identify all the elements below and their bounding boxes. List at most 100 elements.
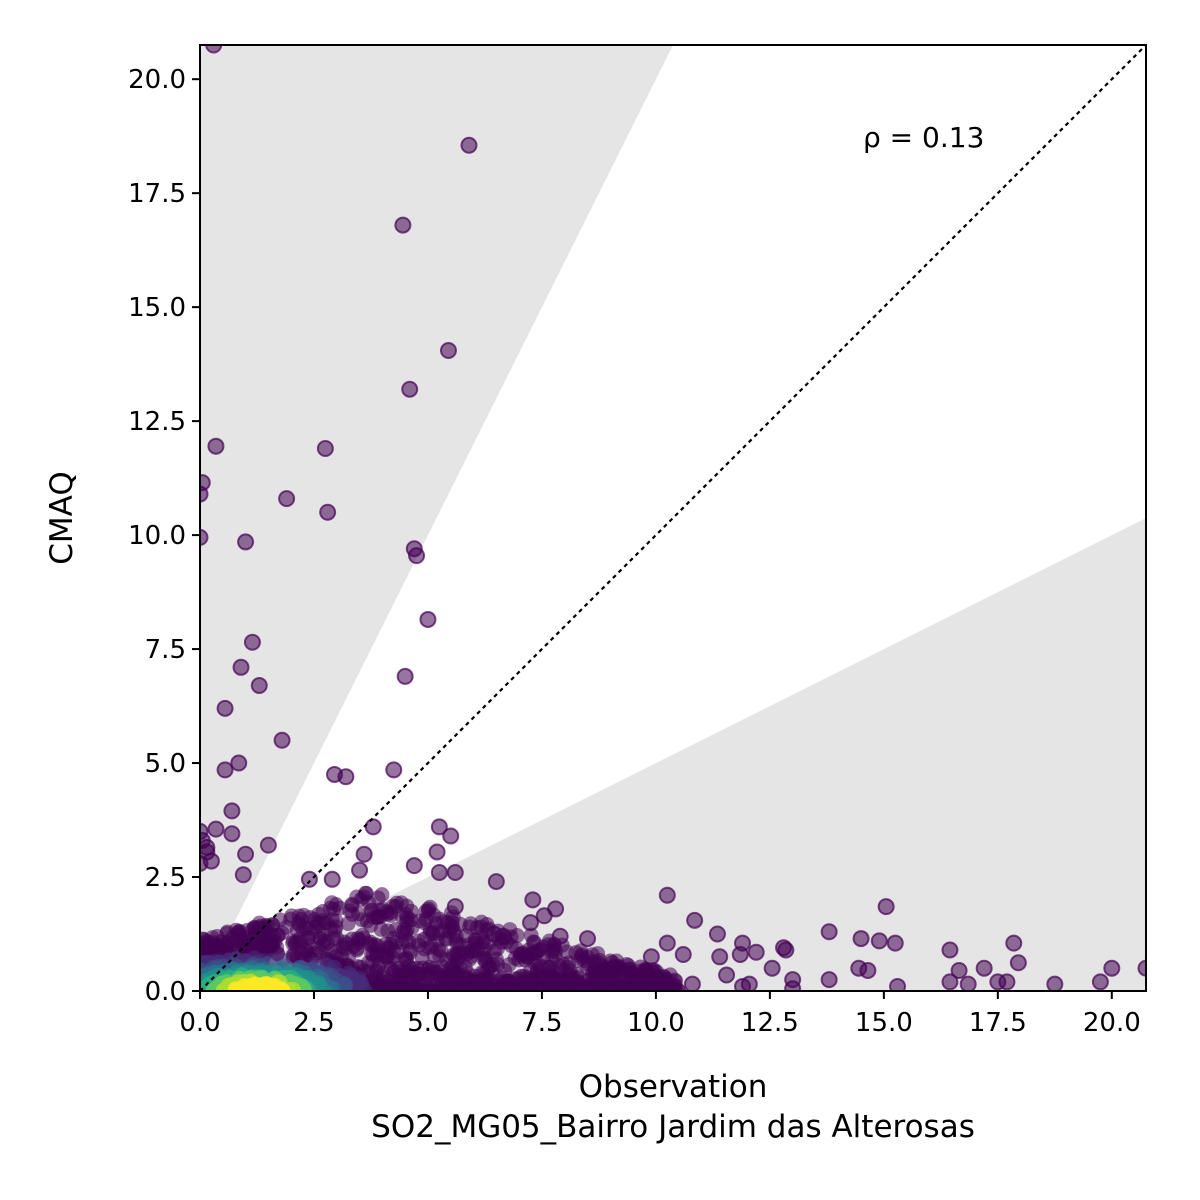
data-point [216,699,234,717]
data-point [1005,934,1023,952]
data-point [559,944,575,960]
x-tick-label: 2.5 [293,1008,334,1038]
data-point [941,941,959,959]
data-point [405,857,423,875]
data-point [852,930,870,948]
data-point [237,533,255,551]
y-tick-label: 2.5 [145,863,186,893]
data-point [205,45,223,54]
y-tick-label: 0.0 [145,977,186,1007]
data-point [259,836,277,854]
x-axis-label: Observation [579,1069,768,1105]
data-point [718,966,736,984]
data-point [535,907,553,925]
data-point [408,547,426,565]
data-point [223,825,241,843]
x-tick-label: 15.0 [855,1008,913,1038]
correlation-annotation: ρ = 0.13 [863,121,984,154]
x-tick-label: 7.5 [521,1008,562,1038]
one-to-one-line [200,45,1146,991]
data-point [711,948,729,966]
y-tick-label: 17.5 [128,179,186,209]
data-point [975,959,993,977]
scatter-points [200,45,1146,991]
y-tick-label: 7.5 [145,635,186,665]
y-axis-label: CMAQ [44,471,80,564]
data-point [446,898,464,916]
data-point [460,136,478,154]
data-point [820,971,838,989]
data-point [579,930,597,948]
data-point [870,932,888,950]
data-point [419,610,437,628]
data-point [337,768,355,786]
x-tick-label: 5.0 [407,1008,448,1038]
data-point [428,843,446,861]
data-point [1091,973,1109,991]
data-point [439,341,457,359]
data-point [234,866,252,884]
data-point [200,485,209,503]
data-point [232,658,250,676]
data-point [200,854,209,872]
data-point [708,925,726,943]
data-point [278,490,296,508]
data-point [740,975,758,991]
data-point [430,863,448,881]
shaded-region-upper [200,45,673,991]
data-point [394,216,412,234]
x-axis-sublabel: SO2_MG05_Bairro Jardim das Alterosas [371,1109,975,1145]
data-point [319,503,337,521]
x-axis: 0.0 2.5 5.0 7.5 10.0 12.5 15.0 17.5 20.0 [179,991,1141,1038]
data-point [355,845,373,863]
data-point [340,916,356,932]
data-point [784,980,802,991]
data-point [777,941,795,959]
data-point [300,870,318,888]
data-point [1046,975,1064,991]
data-point [522,914,540,932]
x-tick-label: 12.5 [741,1008,799,1038]
x-tick-label: 0.0 [179,1008,220,1038]
data-point [243,633,261,651]
data-point [998,973,1016,991]
data-point [446,863,464,881]
data-point [323,870,341,888]
y-tick-label: 20.0 [128,65,186,95]
data-point [886,934,904,952]
data-point [820,923,838,941]
data-point [601,964,619,982]
data-point [1009,954,1027,972]
plot-frame [199,44,1147,992]
data-point [316,439,334,457]
data-point [877,898,895,916]
y-tick-label: 15.0 [128,293,186,323]
data-point [223,802,241,820]
data-point [487,873,505,891]
data-point [683,975,701,991]
data-point [385,761,403,779]
data-point [524,891,542,909]
data-point [859,961,877,979]
data-point [351,861,369,879]
data-point [207,437,225,455]
data-point [442,827,460,845]
x-tick-label: 17.5 [969,1008,1027,1038]
data-point [396,667,414,685]
data-point [658,934,676,952]
x-tick-label: 20.0 [1083,1008,1141,1038]
data-point [1103,959,1121,977]
data-point [747,943,765,961]
data-point [686,911,704,929]
data-point [889,977,907,991]
data-point [401,380,419,398]
y-axis: 0.0 2.5 5.0 7.5 10.0 12.5 15.0 17.5 20.0 [128,65,200,1007]
y-tick-label: 5.0 [145,749,186,779]
data-point [207,820,225,838]
data-point [430,818,448,836]
y-tick-label: 12.5 [128,407,186,437]
data-point [426,947,442,963]
data-point [364,818,382,836]
data-point [273,731,291,749]
